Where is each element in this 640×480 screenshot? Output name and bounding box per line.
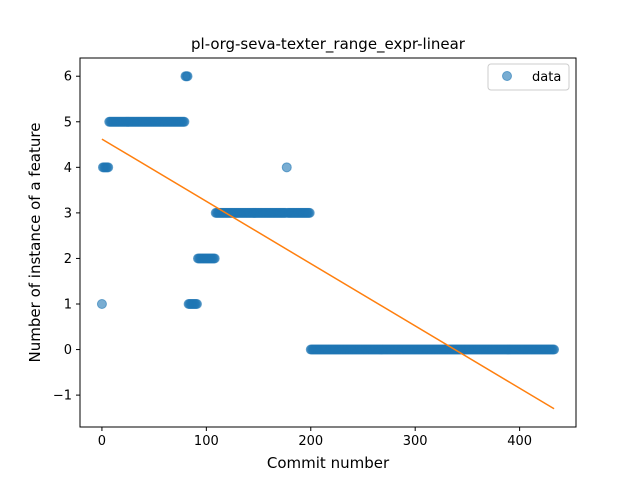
axes-frame — [79, 57, 577, 428]
y-tick-label: 4 — [64, 161, 72, 176]
x-tick-label: 200 — [298, 434, 323, 449]
legend-box — [487, 63, 570, 91]
y-axis-title: Number of instance of a feature — [26, 123, 44, 363]
y-tick-label: 3 — [64, 206, 72, 221]
x-tick-label: 400 — [507, 434, 532, 449]
data-point — [103, 162, 114, 173]
data-point — [304, 207, 315, 218]
data-point — [96, 299, 107, 309]
data-point — [182, 71, 193, 82]
data-point — [209, 253, 220, 264]
y-tick-label: 2 — [64, 252, 72, 267]
y-tick-label: 0 — [64, 343, 72, 358]
chart-title: pl-org-seva-texter_range_expr-linear — [191, 35, 466, 54]
legend: data — [487, 63, 570, 91]
x-axis: 0 100 200 300 400 — [98, 427, 532, 449]
legend-marker-data — [502, 71, 512, 81]
x-axis-title: Commit number — [267, 454, 390, 472]
y-tick-label: 1 — [64, 298, 72, 313]
y-tick-label: −1 — [53, 389, 72, 404]
fit-line — [101, 138, 555, 410]
series-data — [96, 71, 560, 355]
data-point — [191, 299, 202, 309]
plot-area — [96, 71, 560, 410]
x-tick-label: 0 — [98, 434, 106, 449]
data-point — [281, 162, 292, 173]
y-tick-label: 6 — [64, 70, 72, 85]
data-point — [179, 116, 190, 127]
y-axis: −1 0 1 2 3 4 5 6 — [53, 70, 80, 404]
data-point — [549, 344, 560, 355]
y-tick-label: 5 — [64, 115, 72, 130]
x-tick-label: 300 — [403, 434, 428, 449]
legend-label-data: data — [532, 70, 561, 85]
x-tick-label: 100 — [194, 434, 219, 449]
